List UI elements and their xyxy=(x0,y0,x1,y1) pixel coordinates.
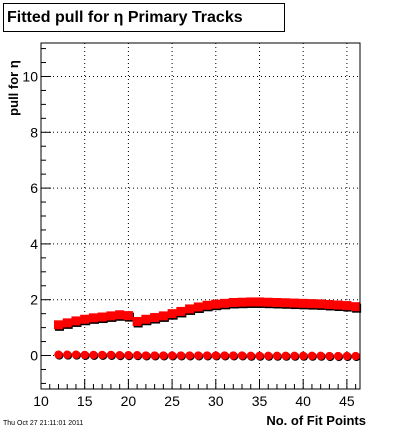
timestamp: Thu Oct 27 21:11:01 2011 xyxy=(3,420,84,427)
circle-marker xyxy=(246,351,255,360)
square-marker xyxy=(220,298,230,308)
circle-marker xyxy=(54,350,63,359)
square-marker xyxy=(211,299,221,309)
tick-labels: 10 15 20 25 30 35 40 45 0 2 4 6 8 10 xyxy=(22,68,354,409)
x-tick-label: 20 xyxy=(121,393,137,409)
square-marker xyxy=(88,313,98,323)
square-marker xyxy=(237,297,247,307)
square-marker xyxy=(132,316,142,326)
x-axis-label: No. of Fit Points xyxy=(266,413,366,428)
circle-marker xyxy=(89,350,98,360)
circle-marker xyxy=(159,351,168,360)
circle-marker xyxy=(167,351,177,360)
circle-marker xyxy=(115,351,124,360)
x-tick-label: 30 xyxy=(208,393,224,409)
y-tick-label: 6 xyxy=(30,180,38,196)
circle-marker xyxy=(124,351,133,360)
circle-marker xyxy=(176,351,186,360)
x-tick-label: 40 xyxy=(295,393,311,409)
y-axis-label: pull for η xyxy=(6,60,21,116)
chart-title: Fitted pull for η Primary Tracks xyxy=(7,8,243,26)
x-tick-label: 25 xyxy=(164,393,180,409)
square-marker xyxy=(158,311,168,321)
y-tick-label: 8 xyxy=(30,124,38,140)
circle-marker xyxy=(316,351,325,360)
circle-marker xyxy=(264,351,273,360)
circle-marker xyxy=(63,350,72,359)
square-marker xyxy=(115,310,125,320)
circle-marker xyxy=(97,350,107,360)
square-marker xyxy=(324,299,334,309)
square-marker xyxy=(298,298,308,308)
square-marker xyxy=(289,298,299,308)
square-marker xyxy=(351,302,361,312)
y-tick-label: 4 xyxy=(30,236,38,252)
circle-marker xyxy=(351,351,360,361)
circle-marker xyxy=(298,351,308,360)
circle-marker xyxy=(80,350,89,360)
square-marker xyxy=(185,304,195,314)
square-marker xyxy=(342,301,352,311)
circle-marker xyxy=(255,351,264,360)
square-marker xyxy=(62,318,72,328)
square-marker xyxy=(254,297,264,307)
square-marker xyxy=(202,300,212,310)
square-marker xyxy=(193,302,203,312)
circle-marker xyxy=(211,351,220,360)
square-marker xyxy=(141,314,151,324)
circle-marker xyxy=(229,351,238,360)
x-tick-label: 15 xyxy=(77,393,93,409)
circle-marker xyxy=(202,351,212,360)
x-tick-label: 10 xyxy=(33,393,49,409)
circle-marker xyxy=(281,351,290,360)
square-marker xyxy=(150,313,160,323)
circle-marker xyxy=(220,351,229,360)
square-marker xyxy=(228,298,238,307)
axis-ticks xyxy=(40,48,357,389)
circle-marker xyxy=(71,350,81,359)
series-1 xyxy=(54,350,361,362)
square-marker xyxy=(123,311,133,321)
circle-marker xyxy=(185,351,194,360)
y-tick-label: 2 xyxy=(30,292,38,308)
chart-title-box: Fitted pull for η Primary Tracks xyxy=(3,3,285,32)
square-marker xyxy=(263,297,273,307)
square-marker xyxy=(71,316,81,326)
circle-marker xyxy=(194,351,203,360)
circle-marker xyxy=(150,351,159,360)
square-marker xyxy=(307,299,317,309)
square-marker xyxy=(176,306,186,316)
circle-marker xyxy=(333,351,343,361)
square-marker xyxy=(97,312,107,322)
circle-marker xyxy=(342,351,352,361)
circle-marker xyxy=(106,350,116,360)
square-marker xyxy=(80,314,90,324)
series-0 xyxy=(53,297,362,331)
square-marker xyxy=(333,300,343,310)
y-tick-label: 10 xyxy=(22,68,38,84)
circle-marker xyxy=(237,351,247,360)
circle-marker xyxy=(272,351,282,360)
circle-marker xyxy=(132,351,142,360)
circle-marker xyxy=(325,351,334,361)
square-marker xyxy=(272,298,282,307)
square-marker xyxy=(281,298,291,308)
data-series xyxy=(53,297,362,362)
square-marker xyxy=(167,309,177,319)
circle-marker xyxy=(290,351,299,360)
square-marker xyxy=(316,299,326,309)
circle-marker xyxy=(141,351,151,360)
grid-lines xyxy=(40,43,360,389)
circle-marker xyxy=(307,351,317,360)
plot-frame xyxy=(40,42,361,390)
square-marker xyxy=(53,320,63,330)
square-marker xyxy=(106,311,116,321)
y-tick-label: 0 xyxy=(30,348,38,364)
x-tick-label: 45 xyxy=(339,393,355,409)
x-tick-label: 35 xyxy=(252,393,268,409)
square-marker xyxy=(246,297,256,307)
